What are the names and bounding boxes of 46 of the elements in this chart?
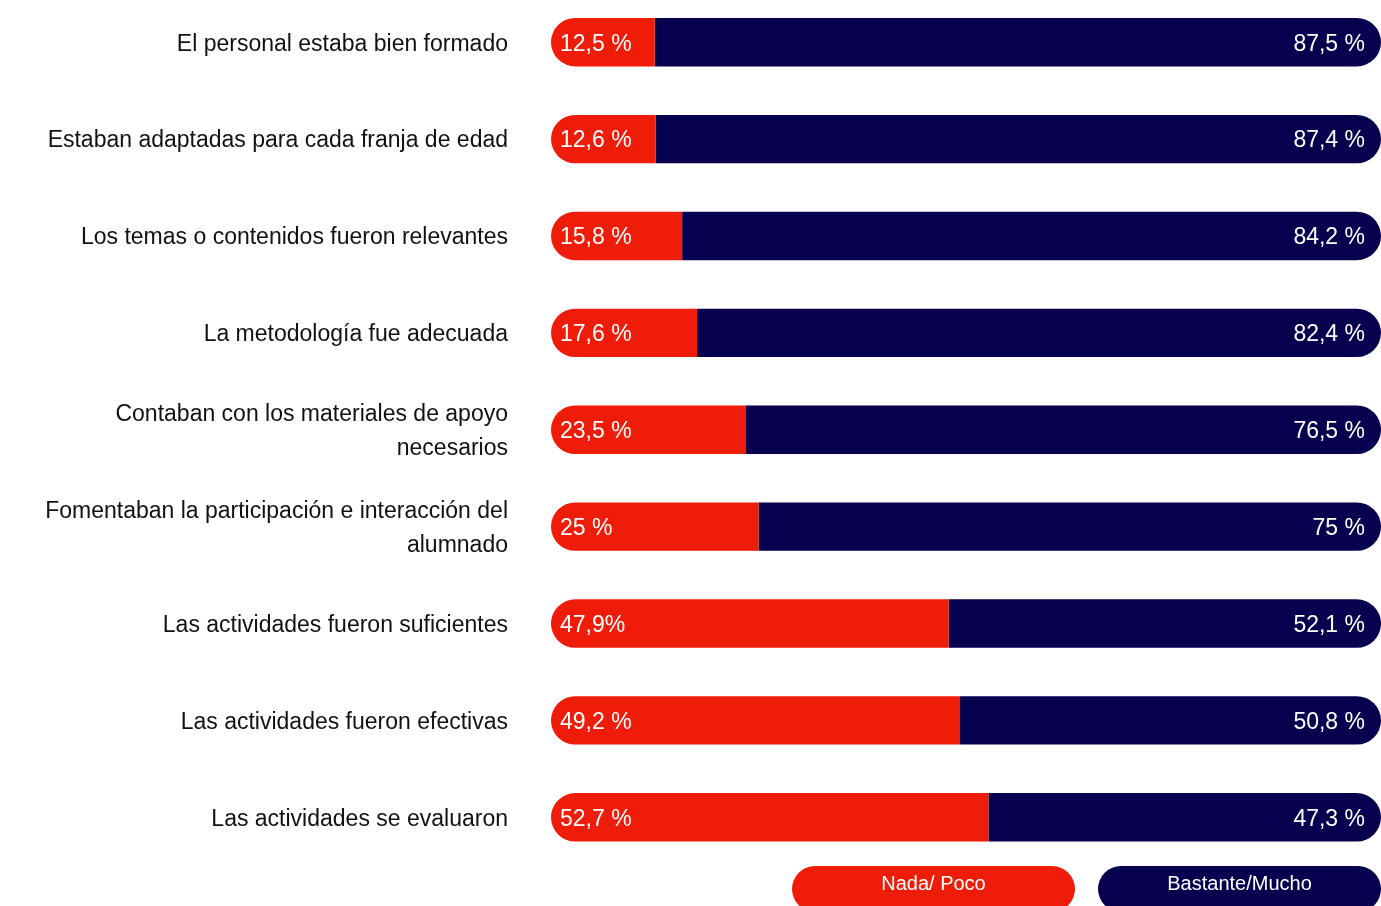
data-label: 17,6 % — [560, 320, 632, 347]
data-label: 15,8 % — [560, 223, 632, 250]
bar — [988, 793, 1381, 842]
bar — [551, 696, 960, 745]
y-tick-label: Los temas o contenidos fueron relevantes — [80, 223, 508, 250]
bar — [551, 793, 989, 842]
series-label: Bastante/Mucho — [1167, 872, 1312, 894]
bar — [551, 502, 759, 551]
bar — [551, 211, 683, 261]
bar — [551, 308, 698, 358]
data-label: 76,5 % — [1293, 417, 1365, 444]
bar — [551, 114, 656, 164]
data-label: 12,5 % — [560, 29, 632, 56]
data-label: 49,2 % — [560, 707, 632, 734]
bar — [697, 308, 1381, 358]
y-tick-label: La metodología fue adecuada — [203, 320, 509, 347]
bar — [551, 405, 747, 454]
y-tick-label: Fomentaban la participación e interacción del alumnado — [45, 496, 508, 557]
data-label: 47,9% — [560, 610, 626, 637]
data-label: 87,4 % — [1293, 126, 1365, 153]
bar — [758, 502, 1381, 551]
data-label: 87,5 % — [1293, 29, 1365, 56]
bar — [654, 18, 1381, 67]
data-label: 82,4 % — [1293, 320, 1365, 347]
data-label: 23,5 % — [560, 417, 632, 444]
bar — [655, 114, 1381, 164]
y-tick-label: Las actividades fueron suficientes — [162, 610, 508, 637]
bar — [948, 599, 1381, 648]
bar — [959, 696, 1381, 745]
data-label: 47,3 % — [1293, 804, 1365, 831]
series-label: Nada/ Poco — [881, 872, 986, 894]
y-tick-label: El personal estaba bien formado — [176, 29, 508, 56]
data-label: 50,8 % — [1293, 707, 1365, 734]
y-tick-label: Las actividades fueron efectivas — [180, 707, 508, 734]
bar — [551, 599, 949, 648]
data-label: 12,6 % — [560, 126, 632, 153]
bar — [746, 405, 1381, 454]
y-tick-label: Contaban con los materiales de apoyo necesarios — [115, 400, 508, 461]
data-label: 52,1 % — [1293, 610, 1365, 637]
y-tick-label: Estaban adaptadas para cada franja de edad — [47, 126, 508, 153]
data-label: 75 % — [1312, 513, 1365, 540]
bar — [682, 211, 1381, 261]
data-label: 52,7 % — [560, 804, 632, 831]
data-label: 25 % — [560, 513, 613, 540]
y-tick-label: Las actividades se evaluaron — [211, 804, 508, 831]
data-label: 84,2 % — [1293, 223, 1365, 250]
